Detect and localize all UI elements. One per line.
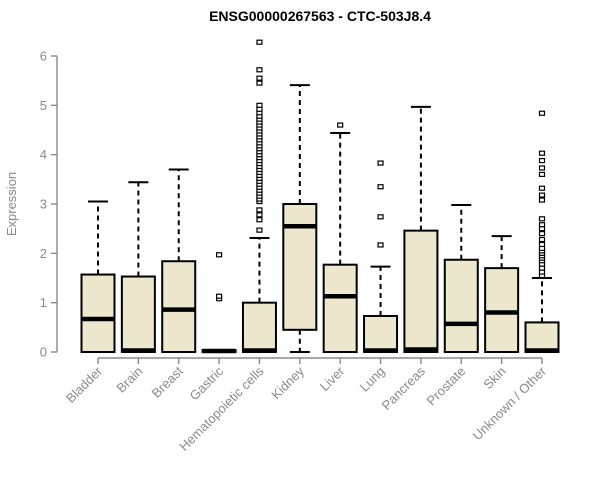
y-tick-label: 3 bbox=[40, 197, 47, 212]
x-category-label-brain: Brain bbox=[113, 364, 145, 396]
chart-title: ENSG00000267563 - CTC-503J8.4 bbox=[209, 8, 431, 24]
iqr-box bbox=[524, 321, 560, 353]
outlier-point bbox=[538, 110, 546, 116]
outlier-point bbox=[538, 241, 546, 248]
outlier-point bbox=[256, 39, 263, 45]
x-category-label-breast: Breast bbox=[149, 363, 186, 400]
outlier-point bbox=[256, 212, 263, 218]
box-prostate bbox=[443, 203, 479, 354]
outlier-point bbox=[538, 165, 546, 171]
box-pancreas bbox=[403, 105, 439, 353]
outlier-point bbox=[377, 160, 384, 166]
y-axis-label: Expression bbox=[4, 172, 19, 236]
x-category-label-bladder: Bladder bbox=[63, 363, 106, 406]
iqr-box bbox=[484, 267, 520, 353]
y-axis: 0 1 2 3 4 5 6 bbox=[40, 49, 58, 360]
box-bladder bbox=[80, 200, 116, 353]
x-category-label-kidney: Kidney bbox=[268, 363, 307, 402]
outlier-point bbox=[256, 80, 263, 86]
x-category-label-gastric: Gastric bbox=[186, 363, 226, 403]
y-tick-label: 0 bbox=[40, 345, 47, 360]
box-kidney bbox=[282, 84, 318, 353]
outlier-point bbox=[538, 171, 546, 177]
outlier-point bbox=[256, 67, 263, 73]
box-skin bbox=[484, 235, 520, 353]
outlier-point bbox=[538, 222, 546, 228]
outlier-point bbox=[377, 184, 384, 190]
y-tick-label: 6 bbox=[40, 49, 47, 64]
x-category-label-skin: Skin bbox=[480, 364, 508, 392]
box-lung bbox=[363, 160, 399, 353]
iqr-box bbox=[241, 301, 277, 353]
x-category-label-lung: Lung bbox=[357, 364, 388, 395]
box-unknown-other bbox=[524, 110, 560, 353]
outlier-point bbox=[538, 216, 546, 222]
outlier-point bbox=[377, 214, 384, 220]
y-tick-label: 2 bbox=[40, 246, 47, 261]
outlier-point bbox=[256, 207, 263, 213]
outlier-point bbox=[538, 192, 546, 198]
outlier-point bbox=[538, 185, 546, 191]
outlier-point bbox=[256, 227, 263, 233]
outlier-point bbox=[377, 242, 384, 248]
x-category-label-pancreas: Pancreas bbox=[379, 363, 429, 413]
outlier-point bbox=[538, 197, 546, 203]
outlier-point bbox=[538, 231, 546, 237]
iqr-box bbox=[120, 275, 156, 353]
y-tick-label: 1 bbox=[40, 295, 47, 310]
outlier-point bbox=[538, 157, 546, 164]
x-category-label-prostate: Prostate bbox=[424, 364, 469, 409]
y-tick-label: 4 bbox=[40, 147, 47, 162]
iqr-box bbox=[282, 203, 318, 331]
iqr-box bbox=[363, 314, 399, 353]
iqr-box bbox=[443, 258, 479, 354]
y-tick-label: 5 bbox=[40, 98, 47, 113]
box-liver bbox=[322, 122, 358, 353]
box-brain bbox=[120, 181, 156, 353]
iqr-box bbox=[403, 229, 439, 353]
outlier-point bbox=[256, 217, 263, 223]
iqr-box bbox=[322, 263, 358, 353]
box-gastric bbox=[201, 252, 237, 354]
outlier-point bbox=[256, 102, 263, 108]
outlier-point bbox=[538, 236, 546, 243]
outlier-point bbox=[215, 293, 223, 299]
x-category-label-unknown-other: Unknown / Other bbox=[470, 363, 550, 443]
outlier-point bbox=[215, 252, 223, 258]
box-breast bbox=[161, 168, 197, 353]
plot-layer: 0 1 2 3 4 5 6 Bladder Brain Breast GastricHematopo… bbox=[40, 39, 560, 454]
box-hematopoietic-cells bbox=[241, 39, 277, 353]
outlier-point bbox=[538, 150, 546, 156]
outlier-point bbox=[337, 122, 344, 128]
iqr-box bbox=[161, 260, 197, 353]
outlier-point bbox=[256, 75, 263, 81]
x-category-label-liver: Liver bbox=[317, 363, 348, 394]
iqr-box bbox=[80, 273, 116, 353]
